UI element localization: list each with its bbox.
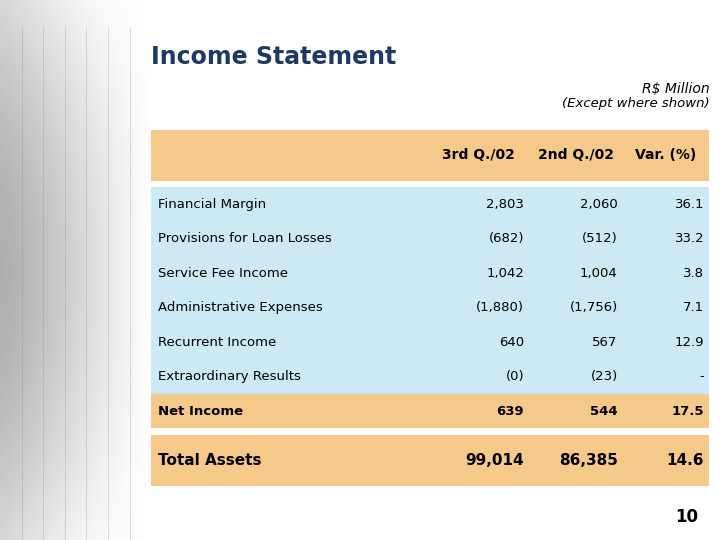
- Bar: [151, 325, 709, 360]
- Text: 10: 10: [675, 509, 698, 526]
- Text: Total Assets: Total Assets: [158, 453, 262, 468]
- Text: 17.5: 17.5: [672, 404, 704, 417]
- Text: Recurrent Income: Recurrent Income: [158, 336, 276, 349]
- Text: 2,803: 2,803: [486, 198, 524, 211]
- Text: (23): (23): [590, 370, 618, 383]
- Text: (1,756): (1,756): [570, 301, 618, 314]
- Bar: [151, 394, 709, 428]
- Text: 3rd Q./02: 3rd Q./02: [442, 148, 516, 162]
- Text: 99,014: 99,014: [466, 453, 524, 468]
- Text: (512): (512): [582, 233, 618, 246]
- Bar: [151, 291, 709, 325]
- Text: 567: 567: [593, 336, 618, 349]
- Text: Financial Margin: Financial Margin: [158, 198, 266, 211]
- Text: Income Statement: Income Statement: [151, 45, 397, 69]
- Text: 2,060: 2,060: [580, 198, 618, 211]
- Text: (Except where shown): (Except where shown): [562, 97, 709, 110]
- Bar: [428, 130, 529, 181]
- Bar: [151, 435, 709, 486]
- Text: 86,385: 86,385: [559, 453, 618, 468]
- Bar: [151, 360, 709, 394]
- Text: Administrative Expenses: Administrative Expenses: [158, 301, 323, 314]
- Bar: [529, 130, 623, 181]
- Bar: [151, 130, 428, 181]
- Bar: [151, 256, 709, 291]
- Bar: [151, 187, 709, 222]
- Text: 1,004: 1,004: [580, 267, 618, 280]
- Text: Var. (%): Var. (%): [635, 148, 697, 162]
- Text: (682): (682): [489, 233, 524, 246]
- Text: R$ Million: R$ Million: [642, 82, 709, 96]
- Bar: [151, 222, 709, 256]
- Text: 12.9: 12.9: [675, 336, 704, 349]
- Text: Extraordinary Results: Extraordinary Results: [158, 370, 301, 383]
- Text: 33.2: 33.2: [675, 233, 704, 246]
- Text: (1,880): (1,880): [476, 301, 524, 314]
- Text: 639: 639: [497, 404, 524, 417]
- Bar: [623, 130, 709, 181]
- Text: 14.6: 14.6: [667, 453, 704, 468]
- Text: -: -: [699, 370, 704, 383]
- Text: 7.1: 7.1: [683, 301, 704, 314]
- Text: 2nd Q./02: 2nd Q./02: [538, 148, 614, 162]
- Text: 544: 544: [590, 404, 618, 417]
- Text: 3.8: 3.8: [683, 267, 704, 280]
- Text: 36.1: 36.1: [675, 198, 704, 211]
- Text: Service Fee Income: Service Fee Income: [158, 267, 289, 280]
- Text: Net Income: Net Income: [158, 404, 243, 417]
- Text: 640: 640: [499, 336, 524, 349]
- Text: Provisions for Loan Losses: Provisions for Loan Losses: [158, 233, 332, 246]
- Text: (0): (0): [505, 370, 524, 383]
- Text: 1,042: 1,042: [486, 267, 524, 280]
